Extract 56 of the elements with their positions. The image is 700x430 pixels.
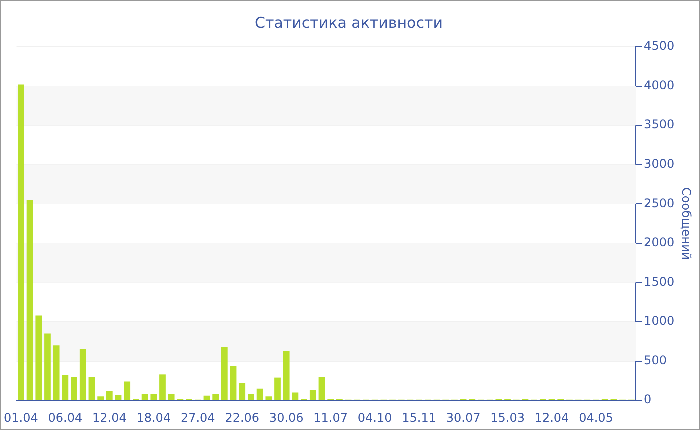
bar (318, 377, 326, 400)
x-tick-label: 12.04 (92, 410, 127, 425)
y-axis-title: Сообщений (680, 188, 694, 260)
chart-title: Статистика активности (255, 14, 443, 32)
bar (18, 84, 24, 400)
bar (274, 378, 281, 400)
x-tick-label: 11.07 (314, 410, 348, 425)
bar (36, 316, 42, 400)
bar (150, 394, 158, 400)
x-tick-label: 06.04 (48, 410, 83, 425)
bar (124, 382, 131, 400)
x-tick-label: 04.10 (358, 410, 392, 425)
y-tick-label: 3000 (644, 156, 675, 171)
bar (71, 377, 78, 400)
bar (212, 394, 220, 400)
x-tick-label: 18.04 (136, 410, 172, 425)
x-tick-label: 27.04 (180, 410, 216, 425)
y-tick-label: 2000 (644, 236, 675, 250)
bar (80, 350, 86, 400)
x-tick-label: 15.03 (490, 410, 525, 425)
bar (115, 395, 122, 400)
x-tick-label: 30.07 (446, 410, 481, 425)
bar (142, 394, 148, 400)
y-tick-label: 4500 (644, 39, 675, 54)
y-tick-label: 4000 (644, 78, 675, 92)
x-tick-label: 30.06 (269, 410, 304, 425)
bar (62, 375, 69, 400)
y-tick-label: 1500 (644, 274, 675, 289)
y-tick-label: 2500 (644, 196, 675, 210)
bar (53, 346, 60, 400)
bar (248, 394, 254, 400)
bar (266, 396, 272, 400)
bar (26, 200, 34, 400)
x-tick-label: 12.04 (534, 410, 570, 425)
bar (283, 351, 290, 400)
y-tick-label: 1000 (644, 314, 675, 328)
bar (230, 366, 237, 400)
bar (44, 334, 51, 400)
y-tick-label: 500 (644, 353, 667, 368)
bar (106, 391, 113, 400)
bar (292, 392, 299, 400)
bar (310, 390, 316, 400)
bar (160, 374, 166, 400)
bar (98, 396, 104, 400)
bar (204, 396, 210, 400)
bar (256, 388, 264, 400)
bar (88, 377, 96, 400)
bar (168, 394, 175, 400)
x-tick-label: 15.11 (402, 410, 436, 425)
bar (221, 347, 228, 400)
y-tick-label: 3500 (644, 118, 675, 132)
x-tick-label: 22.06 (225, 410, 260, 425)
bar (239, 383, 246, 400)
x-tick-label: 01.04 (4, 410, 38, 425)
x-tick-label: 04.05 (579, 410, 614, 425)
y-tick-label: 0 (644, 392, 652, 407)
